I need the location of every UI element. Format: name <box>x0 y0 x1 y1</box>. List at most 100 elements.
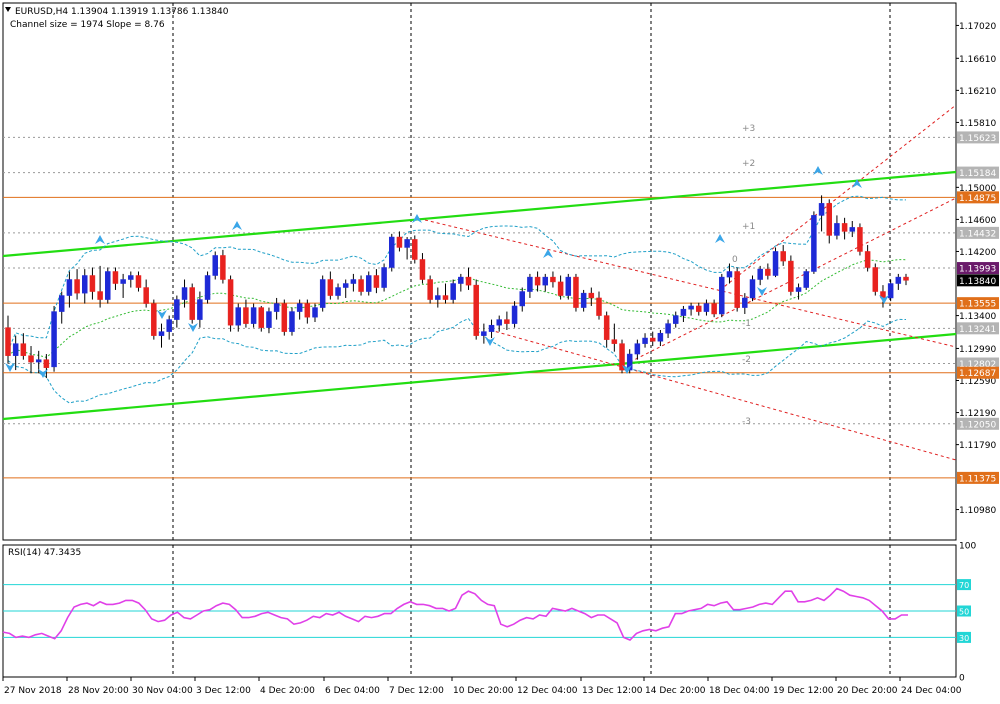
price-tag-label: 1.12050 <box>959 420 996 430</box>
candle-body <box>511 305 518 324</box>
candle <box>765 263 771 280</box>
candle-body <box>749 279 756 299</box>
candle <box>527 273 533 298</box>
candle-body <box>688 305 694 310</box>
rsi-level-label: 0 <box>959 674 965 684</box>
candle-body <box>765 268 771 276</box>
candle <box>243 299 249 328</box>
candle-body <box>373 275 380 288</box>
candle <box>112 267 119 290</box>
candle-body <box>649 337 656 342</box>
candle-body <box>20 343 27 356</box>
candle-body <box>573 276 579 308</box>
y-tick-label: 1.13400 <box>959 312 996 322</box>
candle-body <box>419 259 426 280</box>
candle-body <box>258 307 265 328</box>
candle <box>404 237 410 260</box>
candle <box>596 291 602 320</box>
channel-deviation-label: -2 <box>742 355 751 365</box>
price-tag-label: 1.12802 <box>959 360 996 370</box>
candle <box>657 330 664 347</box>
candle-body <box>450 283 456 300</box>
candle <box>43 354 50 379</box>
candle-body <box>780 251 786 262</box>
price-tag-bg <box>957 262 999 275</box>
x-tick-label: 14 Dec 20:00 <box>645 686 706 696</box>
candle <box>158 323 165 348</box>
candle-body <box>112 271 119 284</box>
price-tag-bg <box>957 191 999 204</box>
candle <box>273 297 280 320</box>
candle <box>811 211 817 274</box>
candle-body <box>89 275 96 292</box>
candle-body <box>365 275 372 292</box>
candle-body <box>243 307 249 324</box>
candle-body <box>496 319 502 326</box>
rsi-indicator <box>2 584 956 641</box>
candle <box>726 263 733 284</box>
middle-band <box>7 259 907 358</box>
candle-body <box>803 271 809 288</box>
price-tag-bg <box>957 417 999 430</box>
candle <box>719 273 725 318</box>
candle-body <box>634 343 641 355</box>
candle <box>105 267 111 304</box>
candle <box>504 311 510 331</box>
x-tick-label: 18 Dec 04:00 <box>709 686 770 696</box>
candle <box>626 349 633 374</box>
candle <box>304 299 311 324</box>
candle <box>795 283 802 300</box>
candle <box>588 287 595 306</box>
candle-body <box>266 311 272 328</box>
candle <box>5 315 11 364</box>
y-tick-label: 1.16210 <box>959 87 996 97</box>
candle-body <box>427 279 433 300</box>
candle <box>481 323 487 344</box>
candle <box>227 275 234 332</box>
candle <box>66 271 73 308</box>
candle-body <box>105 271 111 300</box>
candle-body <box>504 319 510 324</box>
candle-body <box>703 303 710 312</box>
candle-body <box>335 287 341 296</box>
candle <box>442 283 449 304</box>
candle-body <box>473 284 479 336</box>
fractal-up-icon <box>813 166 823 175</box>
y-tick-label: 1.11790 <box>959 441 996 451</box>
x-tick-label: 10 Dec 20:00 <box>453 686 514 696</box>
candle <box>573 273 579 312</box>
price-tag: 1.15623 <box>957 131 999 144</box>
candle <box>335 283 341 300</box>
x-tick-label: 27 Nov 2018 <box>4 686 62 696</box>
candle-body <box>5 327 11 356</box>
y-tick-label: 1.12590 <box>959 377 996 387</box>
candle <box>89 267 96 300</box>
candle-body <box>273 303 280 312</box>
candle-body <box>227 279 234 326</box>
candle-body <box>542 276 549 286</box>
channel-deviation-label: +1 <box>742 222 755 232</box>
candle-body <box>66 279 73 296</box>
price-tag: 1.12687 <box>957 366 999 379</box>
candle-body <box>811 215 817 272</box>
price-tag: 1.14875 <box>957 191 999 204</box>
candle-body <box>872 267 879 292</box>
candle <box>580 289 587 312</box>
price-tag: 1.13993 <box>957 262 999 275</box>
price-tag-bg <box>957 274 999 287</box>
candle-body <box>82 275 88 294</box>
candle-body <box>312 307 318 318</box>
candle <box>135 271 142 292</box>
candle <box>849 221 856 238</box>
candle <box>680 305 687 322</box>
candle <box>458 273 464 292</box>
candle-body <box>534 276 541 286</box>
candle-body <box>841 223 848 232</box>
y-tick-label: 1.14600 <box>959 216 996 226</box>
candle <box>450 279 456 304</box>
candle <box>872 263 879 296</box>
candle <box>696 302 702 316</box>
candle-body <box>565 276 572 296</box>
